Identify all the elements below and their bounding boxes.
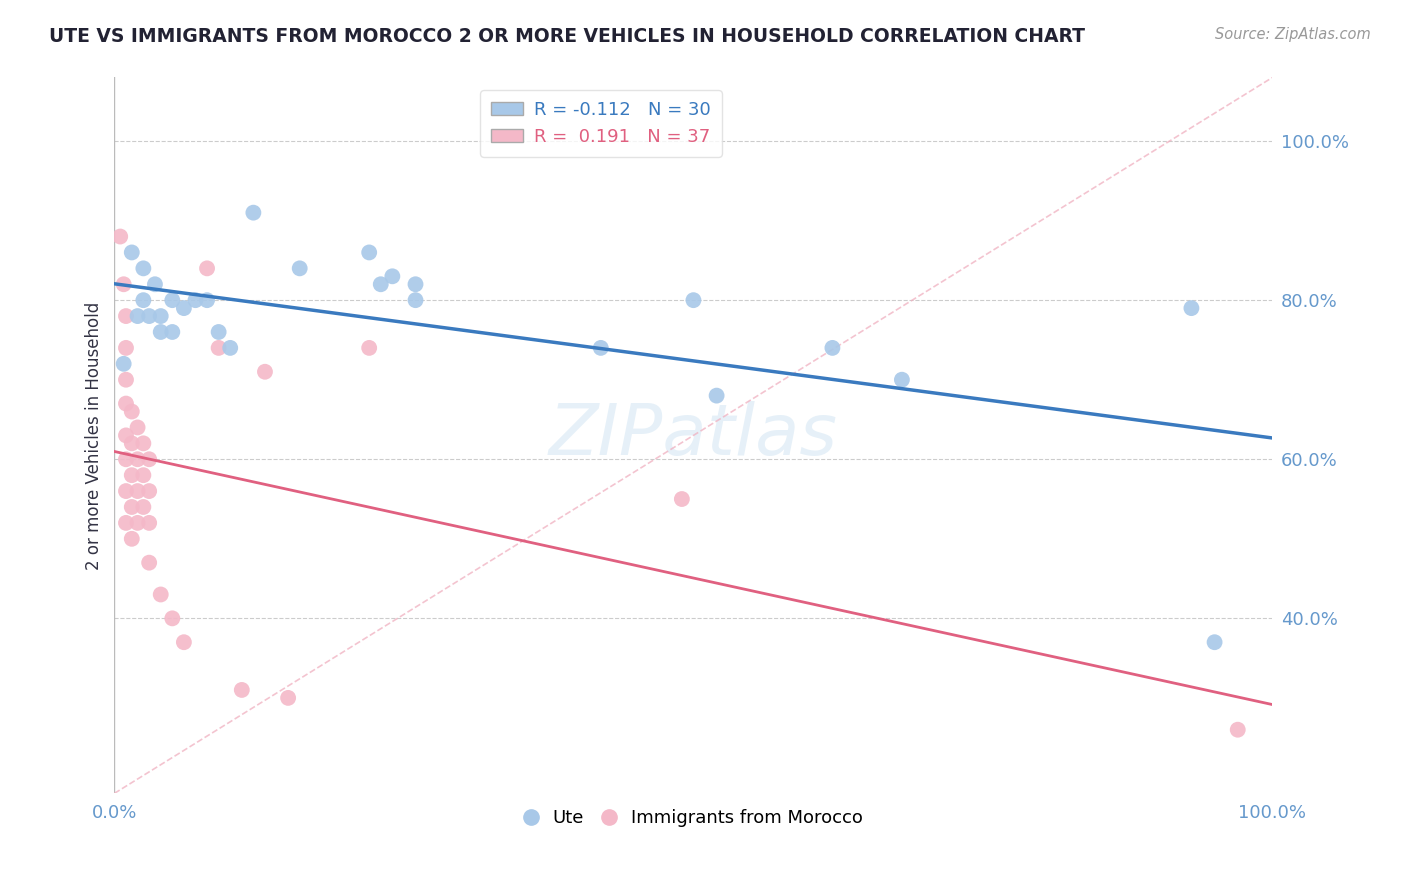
Point bbox=[370, 277, 392, 292]
Point bbox=[143, 277, 166, 292]
Point bbox=[121, 404, 143, 418]
Point bbox=[149, 325, 172, 339]
Point bbox=[127, 484, 149, 499]
Point bbox=[231, 682, 253, 697]
Point bbox=[173, 635, 195, 649]
Point bbox=[219, 341, 242, 355]
Legend: Ute, Immigrants from Morocco: Ute, Immigrants from Morocco bbox=[516, 802, 870, 834]
Point bbox=[208, 325, 231, 339]
Y-axis label: 2 or more Vehicles in Household: 2 or more Vehicles in Household bbox=[86, 301, 103, 569]
Point bbox=[682, 293, 704, 308]
Point bbox=[195, 293, 218, 308]
Point bbox=[132, 261, 155, 276]
Point bbox=[115, 428, 138, 442]
Point bbox=[108, 229, 131, 244]
Text: UTE VS IMMIGRANTS FROM MOROCCO 2 OR MORE VEHICLES IN HOUSEHOLD CORRELATION CHART: UTE VS IMMIGRANTS FROM MOROCCO 2 OR MORE… bbox=[49, 27, 1085, 45]
Point bbox=[277, 690, 299, 705]
Point bbox=[195, 261, 218, 276]
Point bbox=[115, 396, 138, 410]
Point bbox=[127, 452, 149, 467]
Point bbox=[405, 293, 427, 308]
Point bbox=[132, 436, 155, 450]
Point bbox=[1180, 301, 1202, 315]
Point bbox=[359, 341, 381, 355]
Point bbox=[132, 293, 155, 308]
Point bbox=[112, 277, 135, 292]
Point bbox=[112, 357, 135, 371]
Point bbox=[288, 261, 311, 276]
Point bbox=[115, 484, 138, 499]
Point bbox=[121, 245, 143, 260]
Point bbox=[138, 309, 160, 323]
Text: ZIPatlas: ZIPatlas bbox=[548, 401, 838, 470]
Point bbox=[242, 205, 264, 219]
Point bbox=[405, 277, 427, 292]
Point bbox=[121, 500, 143, 514]
Point bbox=[253, 365, 276, 379]
Text: Source: ZipAtlas.com: Source: ZipAtlas.com bbox=[1215, 27, 1371, 42]
Point bbox=[208, 341, 231, 355]
Point bbox=[115, 309, 138, 323]
Point bbox=[138, 484, 160, 499]
Point bbox=[132, 500, 155, 514]
Point bbox=[162, 293, 184, 308]
Point bbox=[121, 532, 143, 546]
Point bbox=[821, 341, 844, 355]
Point bbox=[173, 301, 195, 315]
Point bbox=[138, 556, 160, 570]
Point bbox=[890, 373, 912, 387]
Point bbox=[121, 468, 143, 483]
Point bbox=[589, 341, 612, 355]
Point bbox=[138, 452, 160, 467]
Point bbox=[381, 269, 404, 284]
Point bbox=[138, 516, 160, 530]
Point bbox=[184, 293, 207, 308]
Point bbox=[359, 245, 381, 260]
Point bbox=[115, 373, 138, 387]
Point bbox=[149, 309, 172, 323]
Point bbox=[127, 516, 149, 530]
Point bbox=[671, 491, 693, 506]
Point bbox=[1204, 635, 1226, 649]
Point bbox=[162, 611, 184, 625]
Point bbox=[1226, 723, 1249, 737]
Point bbox=[115, 341, 138, 355]
Point bbox=[121, 436, 143, 450]
Point bbox=[706, 389, 728, 403]
Point bbox=[162, 325, 184, 339]
Point bbox=[115, 516, 138, 530]
Point bbox=[127, 420, 149, 434]
Point bbox=[149, 587, 172, 601]
Point bbox=[115, 452, 138, 467]
Point bbox=[132, 468, 155, 483]
Point bbox=[127, 309, 149, 323]
